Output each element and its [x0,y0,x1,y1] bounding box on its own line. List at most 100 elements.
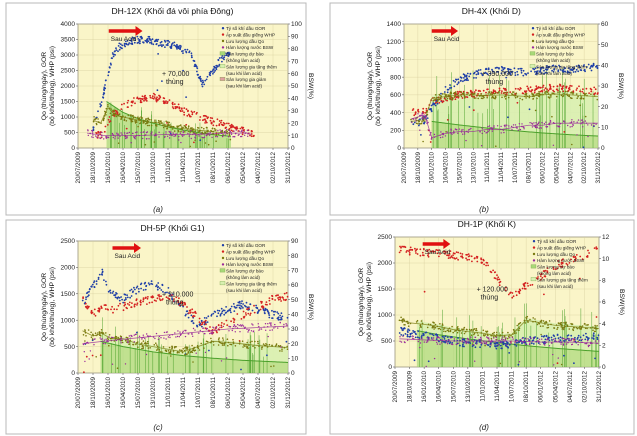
bsw-point [463,133,466,135]
gor-point [473,71,476,74]
whp-point [243,315,246,318]
oil-point [446,329,449,332]
gor-point [103,88,105,90]
gor-point [138,290,140,293]
gor-point [480,343,483,346]
acid-arrowhead [135,26,143,36]
gor-point [409,335,412,338]
whp-point [143,99,145,102]
legend-entry: Sản lượng gia tăng thêm [226,64,277,69]
bsw-point [92,134,94,136]
gor-point [182,52,184,54]
y-right-axis-label: BSW(%) [307,294,314,320]
gor-point [176,43,178,46]
gor-point [557,337,560,340]
oil-point [550,96,552,98]
bsw-point [451,133,453,135]
bsw-point [528,343,531,346]
forecast-line [431,120,599,137]
bsw-point [444,135,447,137]
bsw-point [127,340,129,343]
whp-point [136,96,139,99]
x-tick-label: 11/01/2011 [165,377,172,408]
oil-point [584,322,586,325]
gor-point [114,296,117,299]
whp-point [552,266,555,269]
oil-point [217,338,220,341]
bsw-point [260,328,263,330]
y-left-tick-label: 0 [388,364,392,371]
gor-point [412,123,415,126]
oil-point [99,334,101,336]
gor-point [475,77,477,79]
gor-point [475,70,478,72]
whp-point [134,102,136,105]
acid-label: Sau Acid [111,36,137,43]
oil-point [123,119,126,122]
bsw-point [93,344,95,346]
whp-point [542,84,545,87]
series-oil [398,315,600,366]
bsw-point [552,144,555,146]
gor-point [413,359,416,362]
whp-point [560,87,563,90]
gor-point [485,72,488,75]
gor-point [115,292,117,294]
bsw-point [215,326,218,328]
whp-point [207,116,210,119]
gor-point [136,35,139,38]
bsw-point [461,337,464,339]
x-tick-label: 31/12/2012 [595,152,602,184]
oil-point [433,328,435,330]
oil-point [547,324,549,326]
whp-point [107,308,109,311]
gor-point [411,332,413,335]
gor-point [201,83,203,86]
bsw-point [452,343,454,346]
bsw-point [265,329,267,331]
oil-point [173,346,176,349]
bsw-point [514,124,517,126]
gor-point [115,47,117,50]
bsw-point [128,131,131,134]
oil-point [555,95,558,98]
oil-point [243,344,245,346]
oil-point [159,120,162,123]
gor-point [129,296,132,299]
bsw-trend [399,338,600,344]
gor-point [519,339,522,341]
gor-point [147,40,150,43]
bsw-point [160,337,162,339]
whp-point [213,120,215,123]
whp-point [486,262,489,264]
bsw-point [280,346,282,348]
gor-point [190,56,193,59]
bsw-point [274,323,276,326]
gor-point [185,313,187,316]
gor-point [279,314,281,317]
gor-point [162,290,164,293]
bsw-point [450,337,452,339]
gor-point [263,312,266,314]
gor-point [467,79,469,82]
bsw-point [453,338,456,340]
whp-point [244,312,247,314]
gor-point [474,346,477,349]
bsw-point [413,118,415,120]
oil-point [251,340,253,343]
oil-point [496,331,498,334]
bsw-point [164,135,166,138]
oil-point [547,326,550,329]
gor-point [235,306,238,309]
bsw-point [521,123,523,125]
gor-point [541,66,544,69]
gor-point [481,73,484,76]
oil-point [144,143,147,146]
oil-point [524,322,527,324]
gor-point [168,292,171,295]
gor-point [104,84,106,86]
bsw-point [458,128,460,130]
gor-point [444,86,447,88]
gor-point [243,304,246,307]
